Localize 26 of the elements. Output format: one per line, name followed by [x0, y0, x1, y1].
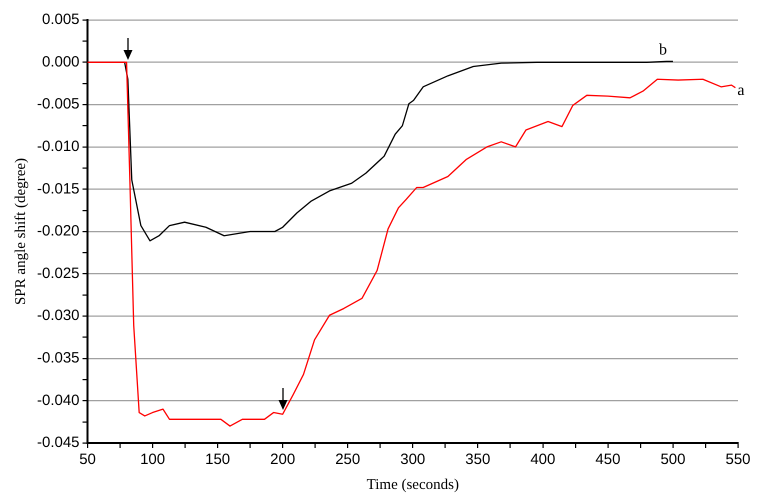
x-tick-label: 500	[660, 451, 686, 468]
x-tick-label: 150	[205, 451, 230, 468]
x-tick-label: 450	[595, 451, 620, 468]
y-tick-label: -0.035	[36, 350, 80, 367]
x-tick-label: 550	[725, 451, 751, 468]
x-tick-label: 400	[530, 451, 556, 468]
y-tick-label: 0.000	[42, 53, 80, 70]
x-axis-title: Time (seconds)	[366, 476, 459, 493]
y-tick-label: -0.010	[36, 138, 80, 156]
x-tick-label: 250	[335, 451, 360, 468]
y-tick-label: -0.015	[36, 180, 80, 198]
series-label: a	[737, 82, 745, 99]
x-tick-label: 300	[400, 451, 426, 468]
y-tick-label: -0.020	[36, 222, 80, 240]
y-tick-label: 0.005	[42, 11, 80, 28]
y-tick-label: -0.040	[36, 392, 80, 409]
y-tick-label: -0.045	[36, 434, 80, 452]
x-tick-label: 350	[465, 451, 490, 468]
x-tick-label: 50	[79, 451, 96, 468]
y-tick-label: -0.030	[36, 307, 80, 324]
x-tick-label: 100	[140, 451, 166, 468]
y-tick-label: -0.005	[36, 96, 80, 113]
x-tick-label: 200	[270, 451, 296, 468]
series-label: b	[658, 42, 667, 59]
y-tick-label: -0.025	[36, 264, 80, 282]
y-axis-title: SPR angle shift (degree)	[12, 158, 29, 306]
